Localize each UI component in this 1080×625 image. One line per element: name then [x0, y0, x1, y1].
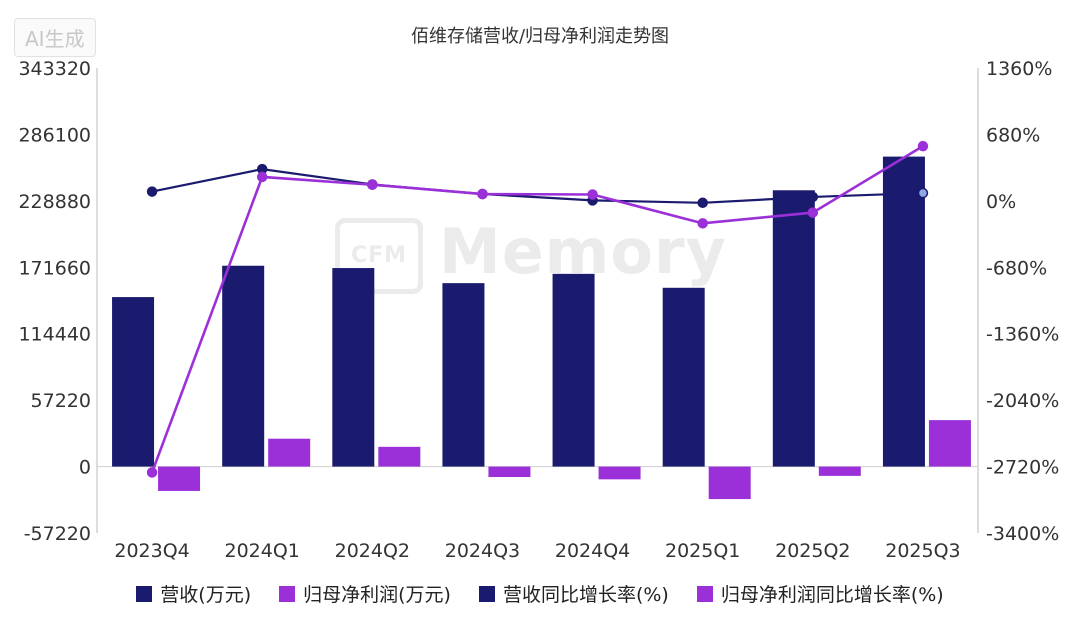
legend-item-revenue: 营收(万元)	[136, 580, 251, 607]
revenue-yoy-point	[807, 191, 819, 203]
revenue-bar	[662, 287, 705, 467]
net-profit-bar	[708, 466, 751, 500]
y-right-tick-label: -3400%	[986, 523, 1059, 545]
legend-label-net-profit-yoy: 归母净利润同比增长率(%)	[720, 584, 944, 606]
revenue-bar	[332, 268, 375, 467]
x-tick-label: 2025Q1	[665, 540, 740, 562]
legend: 营收(万元) 归母净利润(万元) 营收同比增长率(%) 归母净利润同比增长率(%…	[0, 580, 1080, 607]
net-profit-yoy-point	[917, 140, 929, 152]
revenue-bar	[222, 265, 265, 467]
y-right-tick-label: -680%	[986, 257, 1047, 279]
x-tick-label: 2024Q3	[445, 540, 520, 562]
x-tick-label: 2025Q2	[775, 540, 850, 562]
net-profit-bar	[158, 466, 201, 491]
x-tick-label: 2023Q4	[114, 540, 189, 562]
revenue-yoy-point	[146, 186, 158, 197]
legend-item-net-profit: 归母净利润(万元)	[279, 580, 451, 607]
net-profit-bar	[818, 466, 861, 476]
net-profit-yoy-point	[146, 467, 158, 478]
x-tick-label: 2024Q1	[224, 540, 299, 562]
chart-title: 佰维存储营收/归母净利润走势图	[410, 26, 670, 47]
net-profit-bar	[488, 466, 531, 478]
y-left-tick-label: -57220	[24, 523, 91, 545]
net-profit-yoy-point	[477, 188, 488, 200]
revenue-yoy-point	[917, 187, 929, 199]
revenue-bar	[552, 273, 595, 467]
revenue-bar	[772, 190, 815, 467]
legend-label-revenue-yoy: 营收同比增长率(%)	[502, 584, 669, 606]
net-profit-yoy-point	[587, 189, 598, 200]
revenue-bar	[882, 156, 925, 467]
legend-swatch-net-profit-yoy	[696, 585, 713, 602]
legend-label-net-profit: 归母净利润(万元)	[303, 584, 451, 606]
y-left-tick-label: 171660	[18, 257, 91, 279]
net-profit-yoy-point	[256, 171, 268, 183]
revenue-yoy-line	[151, 167, 923, 204]
background-watermark: CFM Memory	[335, 215, 727, 294]
legend-swatch-revenue	[136, 585, 153, 602]
y-right-tick-label: -2720%	[986, 457, 1059, 479]
y-left-tick-label: 57220	[31, 390, 91, 412]
y-left-tick-label: 343320	[18, 58, 91, 80]
y-right-tick-label: 1360%	[986, 58, 1052, 80]
y-right-tick-label: 680%	[986, 124, 1040, 146]
net-profit-yoy-point	[367, 179, 378, 190]
legend-label-revenue: 营收(万元)	[160, 584, 252, 606]
y-left-tick-label: 286100	[18, 124, 91, 146]
net-profit-bar	[268, 438, 311, 467]
legend-item-revenue-yoy: 营收同比增长率(%)	[478, 580, 669, 607]
legend-item-net-profit-yoy: 归母净利润同比增长率(%)	[696, 580, 944, 607]
y-left-tick-label: 114440	[18, 324, 91, 346]
y-right-tick-label: -1360%	[986, 324, 1059, 346]
net-profit-bar	[378, 446, 421, 467]
y-left-tick-label: 0	[79, 457, 91, 479]
x-tick-label: 2025Q3	[885, 540, 960, 562]
net-profit-bar	[928, 420, 971, 467]
legend-swatch-revenue-yoy	[478, 585, 495, 602]
y-left-tick-label: 228880	[18, 191, 91, 213]
net-profit-yoy-point	[697, 218, 708, 229]
legend-swatch-net-profit	[279, 585, 296, 602]
net-profit-bar	[598, 466, 641, 480]
net-profit-yoy-line	[150, 145, 924, 473]
y-right-tick-label: 0%	[986, 191, 1016, 213]
ai-generated-badge: AI生成	[14, 18, 96, 57]
x-tick-label: 2024Q4	[555, 540, 630, 562]
revenue-bar	[112, 297, 155, 467]
y-right-tick-label: -2040%	[986, 390, 1059, 412]
revenue-yoy-point	[697, 197, 708, 209]
x-tick-label: 2024Q2	[335, 540, 410, 562]
net-profit-yoy-point	[807, 207, 819, 218]
revenue-bar	[442, 283, 485, 467]
